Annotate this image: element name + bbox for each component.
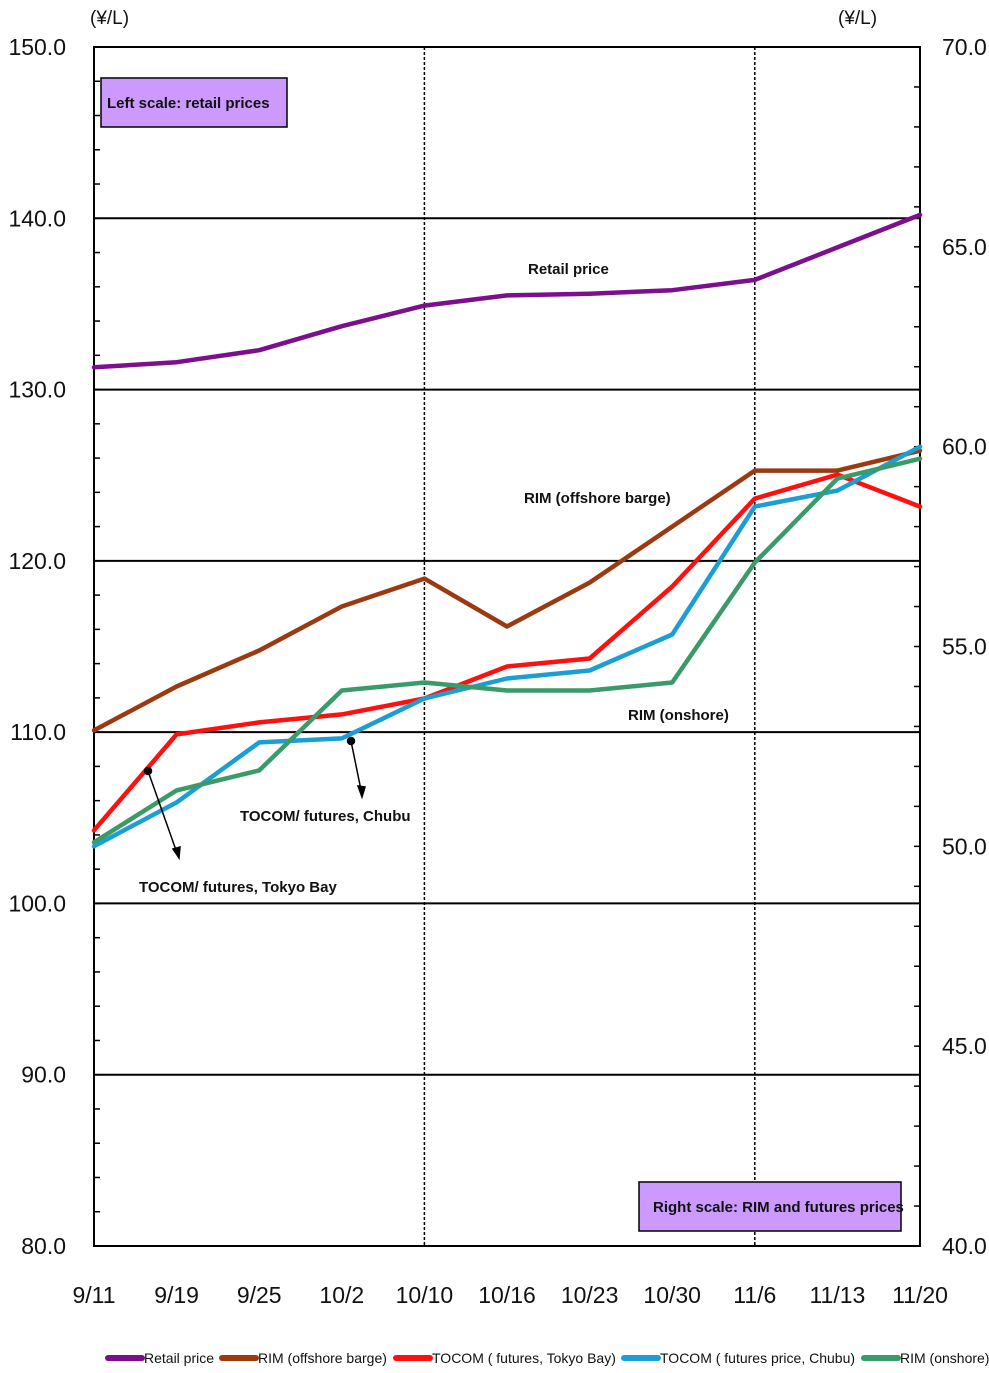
x-tick-label: 9/25	[237, 1282, 282, 1308]
arrow-line-tokyo	[147, 770, 178, 854]
right-tick-label: 60.0	[942, 434, 987, 460]
arrow-head-tokyo	[171, 845, 181, 861]
x-tick-label: 10/10	[396, 1282, 454, 1308]
left-scale-note: Left scale: retail prices	[107, 95, 270, 112]
legend: Retail price RIM (offshore barge) TOCOM ( …	[105, 1350, 989, 1366]
legend-label: TOCOM ( futures, Tokyo Bay)	[432, 1350, 616, 1366]
right-axis-unit: (¥/L)	[838, 8, 877, 29]
x-tick-label: 10/2	[319, 1282, 364, 1308]
x-tick-label: 10/16	[478, 1282, 536, 1308]
series-line	[91, 472, 923, 833]
left-scale-box	[100, 77, 288, 128]
left-tick-label: 100.0	[8, 890, 66, 916]
left-axis-unit: (¥/L)	[90, 8, 129, 29]
left-tick-label: 130.0	[8, 377, 66, 403]
right-tick-label: 55.0	[942, 634, 987, 660]
right-tick-label: 45.0	[942, 1033, 987, 1059]
annotation-tokyo: TOCOM/ futures, Tokyo Bay	[139, 879, 337, 896]
legend-label: RIM (onshore)	[900, 1350, 989, 1366]
left-axis-ticks: 150.0 140.0 130.0 120.0 110.0 100.0 90.0 80.0	[8, 34, 66, 1259]
x-tick-label: 11/20	[892, 1282, 948, 1308]
x-axis-ticks: 9/11 9/19 9/25 10/2 10/10 10/16 10/23 10/30 11/6…	[72, 1282, 947, 1308]
right-tick-label: 40.0	[942, 1233, 987, 1259]
annotation-arrows	[143, 736, 366, 861]
right-tick-label: 70.0	[942, 34, 987, 60]
x-tick-label: 9/11	[72, 1282, 115, 1308]
right-tick-label: 65.0	[942, 234, 987, 260]
arrow-line-chubu	[350, 740, 362, 791]
annotation-onshore: RIM (onshore)	[628, 707, 729, 724]
left-tick-label: 80.0	[21, 1233, 66, 1259]
right-scale-note: Right scale: RIM and futures prices	[653, 1199, 904, 1216]
annotation-chubu: TOCOM/ futures, Chubu	[240, 808, 411, 825]
left-tick-label: 90.0	[21, 1062, 66, 1088]
minor-ticks	[94, 46, 920, 1247]
series-line	[91, 444, 923, 849]
legend-label: Retail price	[144, 1350, 214, 1366]
annotation-offshore: RIM (offshore barge)	[524, 490, 671, 507]
series-lines	[91, 212, 923, 849]
legend-label: TOCOM ( futures price, Chubu)	[660, 1350, 855, 1366]
right-scale-box	[638, 1181, 902, 1232]
series-line	[91, 456, 923, 845]
arrow-head-chubu	[356, 785, 366, 800]
plot-area	[93, 46, 921, 1247]
gridlines	[94, 47, 920, 1246]
series-line	[91, 212, 923, 370]
x-tick-label: 10/30	[643, 1282, 701, 1308]
x-tick-label: 10/23	[561, 1282, 619, 1308]
x-tick-label: 11/6	[733, 1282, 776, 1308]
right-axis-ticks: 70.0 65.0 60.0 55.0 50.0 45.0 40.0	[942, 34, 987, 1259]
annotation-retail: Retail price	[528, 261, 609, 278]
left-tick-label: 120.0	[8, 548, 66, 574]
series-line	[91, 448, 923, 733]
right-tick-label: 50.0	[942, 833, 987, 859]
left-tick-label: 150.0	[8, 34, 66, 60]
x-tick-label: 11/13	[809, 1282, 865, 1308]
legend-label: RIM (offshore barge)	[258, 1350, 387, 1366]
x-tick-label: 9/19	[154, 1282, 199, 1308]
left-tick-label: 110.0	[10, 719, 66, 745]
left-tick-label: 140.0	[8, 205, 66, 231]
